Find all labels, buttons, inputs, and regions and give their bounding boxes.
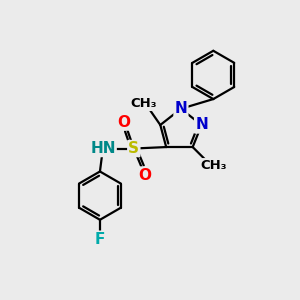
- Text: N: N: [175, 101, 187, 116]
- Text: N: N: [195, 118, 208, 133]
- Text: F: F: [95, 232, 105, 247]
- Text: O: O: [118, 115, 130, 130]
- Text: HN: HN: [90, 141, 116, 156]
- Text: S: S: [128, 141, 139, 156]
- Text: CH₃: CH₃: [200, 159, 226, 172]
- Text: CH₃: CH₃: [130, 97, 157, 110]
- Text: O: O: [139, 167, 152, 182]
